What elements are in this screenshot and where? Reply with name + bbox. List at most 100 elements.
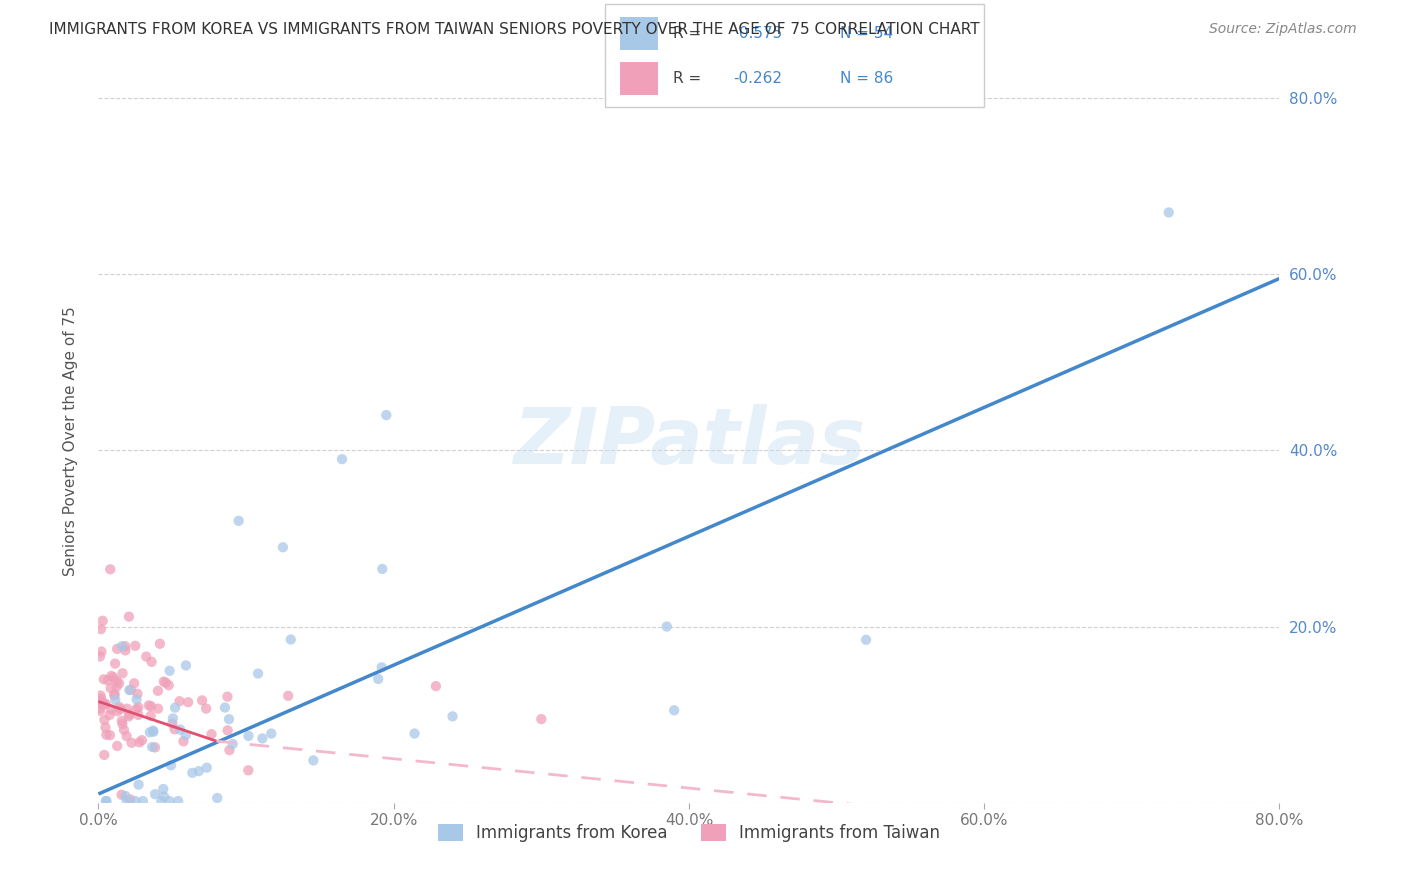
Point bbox=[122, 676, 145, 690]
Point bbox=[218, 712, 240, 726]
Point bbox=[207, 791, 229, 805]
Point bbox=[112, 723, 135, 737]
Point bbox=[111, 640, 134, 654]
Point bbox=[115, 701, 138, 715]
Point bbox=[103, 670, 125, 684]
Point bbox=[218, 743, 240, 757]
Point bbox=[103, 689, 125, 703]
Point bbox=[105, 739, 128, 753]
Point bbox=[217, 690, 239, 704]
Point bbox=[127, 687, 149, 701]
Point bbox=[142, 724, 165, 739]
Point bbox=[139, 708, 162, 723]
Point bbox=[125, 692, 148, 706]
Point bbox=[142, 723, 165, 738]
Point bbox=[664, 703, 686, 717]
Point bbox=[228, 514, 250, 528]
Point bbox=[277, 689, 299, 703]
Point bbox=[238, 729, 260, 743]
Point bbox=[111, 714, 134, 728]
Point bbox=[124, 794, 146, 808]
Point bbox=[121, 736, 143, 750]
Point bbox=[118, 707, 141, 722]
Point bbox=[191, 693, 214, 707]
Text: IMMIGRANTS FROM KOREA VS IMMIGRANTS FROM TAIWAN SENIORS POVERTY OVER THE AGE OF : IMMIGRANTS FROM KOREA VS IMMIGRANTS FROM… bbox=[49, 22, 980, 37]
Point bbox=[425, 679, 447, 693]
FancyBboxPatch shape bbox=[605, 4, 984, 107]
Point bbox=[200, 727, 222, 741]
Point bbox=[139, 699, 162, 714]
Point bbox=[855, 632, 877, 647]
Point bbox=[247, 666, 270, 681]
Point bbox=[157, 678, 180, 692]
Point bbox=[114, 643, 136, 657]
Point bbox=[110, 702, 132, 716]
Point bbox=[260, 726, 283, 740]
Point bbox=[167, 794, 190, 808]
Point bbox=[174, 658, 197, 673]
Text: -0.262: -0.262 bbox=[734, 70, 783, 86]
Point bbox=[104, 687, 127, 701]
Point bbox=[100, 669, 122, 683]
Point bbox=[91, 697, 114, 711]
Point bbox=[90, 691, 112, 706]
Point bbox=[127, 700, 149, 714]
Point bbox=[163, 723, 186, 737]
Point bbox=[375, 408, 398, 422]
Point bbox=[114, 789, 136, 803]
Point bbox=[222, 737, 245, 751]
Point bbox=[146, 683, 169, 698]
Point bbox=[98, 562, 121, 576]
Point bbox=[100, 681, 122, 695]
Point bbox=[89, 694, 111, 708]
Point bbox=[94, 794, 117, 808]
Bar bbox=[620, 62, 658, 95]
Point bbox=[115, 794, 138, 808]
Point bbox=[118, 709, 141, 723]
Legend: Immigrants from Korea, Immigrants from Taiwan: Immigrants from Korea, Immigrants from T… bbox=[432, 817, 946, 848]
Point bbox=[214, 700, 236, 714]
Point bbox=[143, 787, 166, 801]
Point bbox=[105, 704, 128, 718]
Point bbox=[128, 735, 150, 749]
Point bbox=[105, 680, 128, 694]
Point bbox=[98, 728, 121, 742]
Point bbox=[120, 792, 142, 806]
Point bbox=[152, 674, 174, 689]
Point bbox=[169, 723, 191, 737]
Point bbox=[280, 632, 302, 647]
Point bbox=[124, 639, 146, 653]
Point bbox=[159, 664, 181, 678]
Point bbox=[217, 723, 239, 738]
Point bbox=[125, 702, 148, 716]
Point bbox=[89, 701, 111, 715]
Point bbox=[108, 700, 131, 714]
Text: Source: ZipAtlas.com: Source: ZipAtlas.com bbox=[1209, 22, 1357, 37]
Point bbox=[93, 747, 115, 762]
Text: N = 54: N = 54 bbox=[839, 26, 893, 41]
Point bbox=[370, 660, 392, 674]
Point bbox=[132, 794, 155, 808]
Point bbox=[141, 655, 163, 669]
Point bbox=[131, 733, 153, 747]
Point bbox=[110, 788, 132, 802]
Point bbox=[155, 675, 177, 690]
Point bbox=[93, 673, 115, 687]
Point bbox=[330, 452, 353, 467]
Point bbox=[159, 794, 181, 808]
Point bbox=[93, 698, 115, 712]
Point bbox=[111, 666, 134, 681]
Point bbox=[127, 707, 149, 722]
Point bbox=[404, 726, 426, 740]
Point bbox=[111, 717, 134, 731]
Bar bbox=[620, 17, 658, 50]
Point bbox=[252, 731, 274, 746]
Point bbox=[177, 695, 200, 709]
Point bbox=[162, 716, 184, 731]
Point bbox=[139, 725, 162, 739]
Text: 0.575: 0.575 bbox=[734, 26, 782, 41]
Point bbox=[89, 649, 111, 664]
Point bbox=[655, 619, 678, 633]
Point bbox=[187, 764, 209, 778]
Y-axis label: Seniors Poverty Over the Age of 75: Seniors Poverty Over the Age of 75 bbox=[63, 307, 77, 576]
